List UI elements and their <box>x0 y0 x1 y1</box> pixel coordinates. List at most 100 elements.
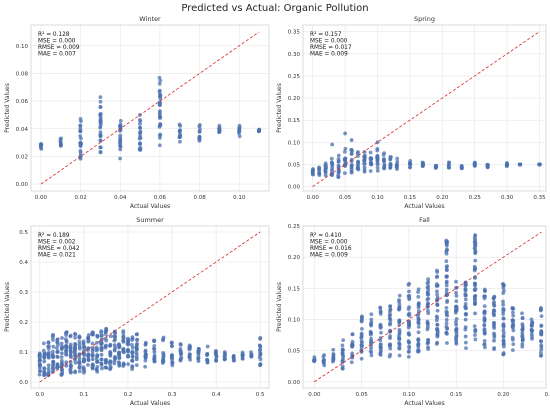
data-point <box>434 283 439 288</box>
data-point <box>196 359 201 364</box>
data-point <box>444 287 449 292</box>
data-point <box>157 81 162 86</box>
data-point <box>501 331 506 335</box>
data-point <box>539 314 544 319</box>
data-point <box>178 352 183 356</box>
x-tick-label: 0.08 <box>193 195 206 201</box>
data-point <box>130 364 135 369</box>
subplot-title: Winter <box>139 15 161 23</box>
data-point <box>258 351 263 355</box>
data-point <box>379 330 383 335</box>
data-point <box>51 354 55 358</box>
data-point <box>223 354 227 358</box>
data-point <box>214 352 219 357</box>
data-point <box>539 347 544 352</box>
data-point <box>388 318 393 323</box>
data-point <box>108 367 112 372</box>
data-point <box>538 308 543 313</box>
data-point <box>117 344 122 349</box>
x-tick-label: 0.15 <box>450 392 463 398</box>
data-point <box>482 309 487 314</box>
data-point <box>433 165 438 170</box>
y-tick-label: 0.2 <box>19 320 28 326</box>
data-point <box>501 307 506 312</box>
data-point <box>434 341 439 346</box>
data-point <box>425 321 430 325</box>
data-point <box>501 299 505 304</box>
data-point <box>397 319 402 324</box>
metric-text: R² = 0.189 <box>38 232 70 239</box>
data-point <box>444 321 449 326</box>
x-tick-label: 0.35 <box>533 195 546 201</box>
data-point <box>130 367 135 372</box>
data-point <box>416 338 421 343</box>
data-point <box>134 352 139 357</box>
data-point <box>483 288 487 293</box>
data-point <box>121 333 126 338</box>
data-point <box>152 339 157 344</box>
data-point <box>362 150 367 154</box>
data-point <box>135 337 140 342</box>
data-point <box>249 354 254 359</box>
data-point <box>197 129 202 134</box>
data-point <box>472 243 477 248</box>
data-point <box>482 318 487 323</box>
data-point <box>491 309 496 314</box>
data-point <box>51 359 55 364</box>
data-point <box>454 299 459 304</box>
data-point <box>473 311 477 316</box>
data-point <box>435 332 440 337</box>
data-point <box>444 275 449 279</box>
y-tick-label: 0.05 <box>288 162 301 168</box>
data-point <box>388 155 393 159</box>
data-point <box>37 358 42 362</box>
data-point <box>59 341 64 346</box>
data-point <box>82 370 86 375</box>
data-point <box>434 314 439 319</box>
data-point <box>416 342 421 347</box>
data-point <box>340 366 345 371</box>
data-point <box>463 312 468 317</box>
data-point <box>104 358 108 362</box>
data-point <box>435 302 440 307</box>
data-point <box>104 365 109 370</box>
data-point <box>359 335 364 340</box>
data-point <box>95 334 100 338</box>
x-tick-label: 0.1 <box>80 392 89 398</box>
data-point <box>118 143 122 148</box>
data-point <box>416 348 421 353</box>
data-point <box>444 251 449 256</box>
data-point <box>378 345 383 350</box>
perfect-prediction-line <box>40 31 260 185</box>
data-point <box>51 363 55 368</box>
data-point <box>343 146 348 151</box>
y-tick-label: 0.25 <box>288 224 301 230</box>
data-point <box>46 366 51 371</box>
data-point <box>445 310 449 315</box>
data-point <box>454 306 459 311</box>
data-point <box>520 342 525 347</box>
data-point <box>64 344 69 349</box>
metric-text: MSE = 0.000 <box>310 240 348 246</box>
data-point <box>388 336 392 340</box>
data-point <box>473 333 477 338</box>
scatter-points <box>38 75 262 161</box>
data-point <box>77 335 82 340</box>
data-point <box>37 372 42 377</box>
data-point <box>323 166 328 171</box>
metric-text: MSE = 0.000 <box>310 39 348 45</box>
data-point <box>90 357 95 362</box>
figure-title: Predicted vs Actual: Organic Pollution <box>181 3 369 14</box>
data-point <box>68 350 73 355</box>
data-point <box>340 343 345 348</box>
data-point <box>51 344 56 349</box>
data-point <box>454 338 459 343</box>
data-point <box>397 353 402 358</box>
data-point <box>362 165 367 170</box>
data-point <box>463 340 468 345</box>
data-point <box>426 284 431 289</box>
data-point <box>369 157 373 161</box>
data-point <box>77 369 82 374</box>
data-point <box>420 163 425 168</box>
data-point <box>538 350 543 355</box>
